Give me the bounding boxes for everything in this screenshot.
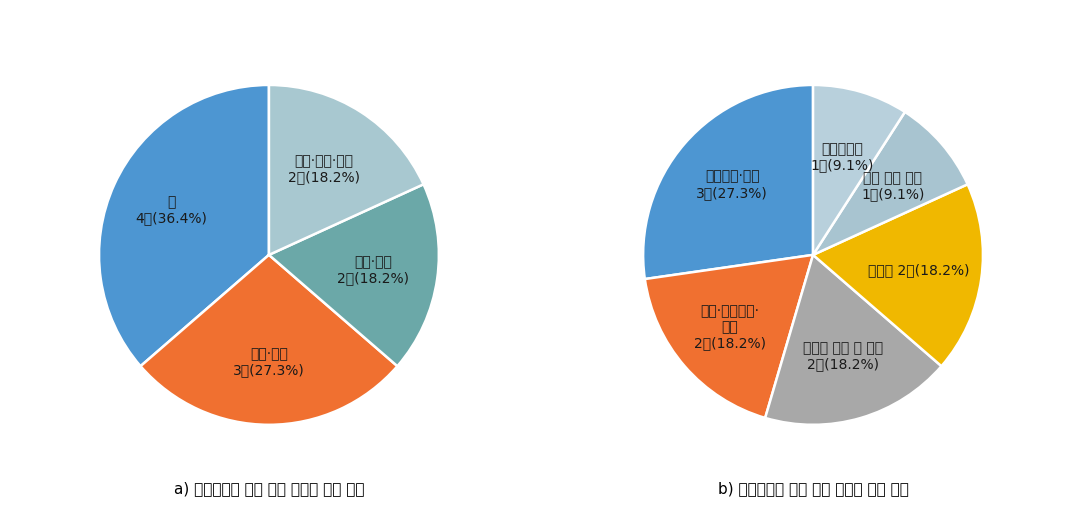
Wedge shape: [765, 255, 941, 425]
Wedge shape: [813, 184, 982, 366]
Wedge shape: [643, 85, 813, 279]
Wedge shape: [269, 85, 423, 255]
Text: 작물재배·생산
3건(27.3%): 작물재배·생산 3건(27.3%): [697, 170, 768, 200]
Wedge shape: [813, 85, 905, 255]
Wedge shape: [100, 85, 269, 366]
Wedge shape: [141, 255, 397, 425]
Text: 연안 재해 관리
1건(9.1%): 연안 재해 관리 1건(9.1%): [861, 171, 924, 201]
Text: 수자원 확보 및 공급
2건(18.2%): 수자원 확보 및 공급 2건(18.2%): [803, 341, 883, 371]
Wedge shape: [269, 184, 439, 366]
Title: b) 인도네시아 적응 분야 소분류 분포 현황: b) 인도네시아 적응 분야 소분류 분포 현황: [717, 481, 909, 496]
Title: a) 인도네시아 적응 분야 중분류 분포 현황: a) 인도네시아 적응 분야 중분류 분포 현황: [174, 481, 365, 496]
Text: 해양·수산·연안
2건(18.2%): 해양·수산·연안 2건(18.2%): [288, 154, 360, 184]
Text: 수처리 2건(18.2%): 수처리 2건(18.2%): [868, 263, 969, 277]
Text: 해양생태계
1건(9.1%): 해양생태계 1건(9.1%): [810, 142, 873, 172]
Text: 물
4건(36.4%): 물 4건(36.4%): [135, 195, 208, 226]
Text: 산림·육상
2건(18.2%): 산림·육상 2건(18.2%): [338, 255, 409, 285]
Text: 농업·축산
3건(27.3%): 농업·축산 3건(27.3%): [233, 347, 305, 377]
Wedge shape: [813, 112, 967, 255]
Wedge shape: [645, 255, 813, 418]
Text: 생태·모니터링·
복원
2건(18.2%): 생태·모니터링· 복원 2건(18.2%): [694, 304, 766, 350]
